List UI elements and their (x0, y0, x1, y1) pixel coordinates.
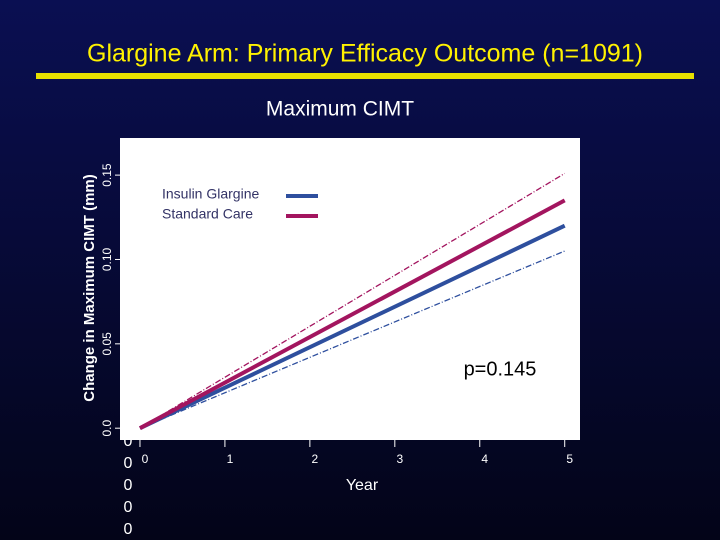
p-value: p=0.145 (464, 358, 537, 380)
title-underline (36, 73, 694, 79)
stray-label: 0 (124, 521, 133, 538)
chart-subtitle: Maximum CIMT (266, 98, 414, 121)
y-tick-label: 0.05 (100, 332, 114, 356)
x-tick-label: 1 (227, 452, 234, 466)
y-tick-label: 0.15 (100, 163, 114, 187)
y-axis-label: Change in Maximum CIMT (mm) (81, 174, 98, 402)
x-tick-label: 2 (312, 452, 319, 466)
stray-label: 0 (124, 477, 133, 494)
chart-title: Glargine Arm: Primary Efficacy Outcome (… (87, 40, 643, 68)
series-line (139, 223, 566, 430)
y-tick-label: 0.10 (100, 247, 114, 271)
stray-label: 0 (124, 499, 133, 516)
legend-label: Standard Care (162, 206, 253, 222)
y-tick-label: 0.0 (100, 420, 114, 437)
plot-area (120, 138, 580, 440)
x-tick-label: 0 (142, 452, 149, 466)
confidence-line (139, 172, 566, 429)
stray-label: 0 (124, 455, 133, 472)
legend-label: Insulin Glargine (162, 186, 259, 202)
series-line (139, 198, 566, 430)
x-tick-label: 4 (481, 452, 488, 466)
x-axis-label: Year (346, 477, 379, 494)
stray-label: 0 (124, 433, 133, 450)
x-tick-label: 5 (566, 452, 573, 466)
x-tick-label: 3 (396, 452, 403, 466)
